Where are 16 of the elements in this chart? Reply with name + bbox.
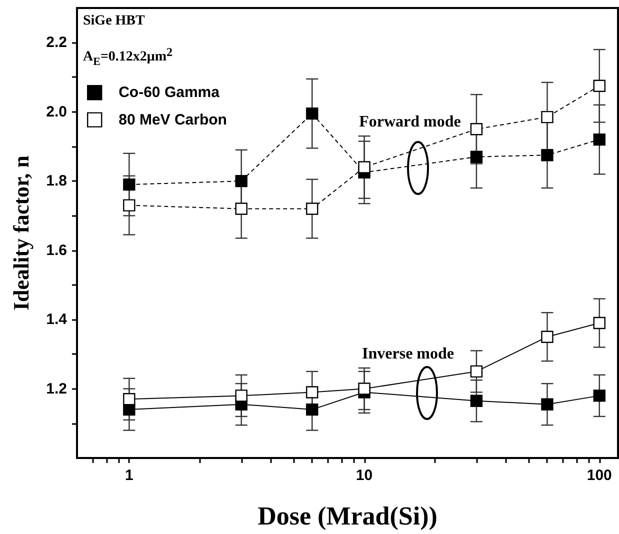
legend-label: 80 MeV Carbon (118, 111, 227, 128)
x-tick-label: 1 (124, 467, 134, 484)
legend-label: Co-60 Gamma (118, 84, 220, 102)
annotation: SiGe HBT (83, 14, 146, 28)
x-tick-label: 100 (586, 467, 612, 484)
annotation: Inverse mode (362, 346, 454, 362)
y-tick-label: 1.2 (46, 380, 67, 398)
y-tick-label: 2.0 (46, 103, 67, 120)
y-axis-title: Ideality factor, n (8, 155, 34, 311)
x-tick-label: 10 (356, 467, 373, 484)
x-axis-title: Dose (Mrad(Si)) (258, 502, 438, 530)
y-tick-label: 2.2 (46, 34, 67, 52)
y-tick-label: 1.8 (46, 172, 67, 190)
y-tick-label: 1.6 (46, 242, 67, 259)
y-tick-label: 1.4 (46, 311, 68, 328)
annotation: Forward mode (359, 114, 461, 130)
